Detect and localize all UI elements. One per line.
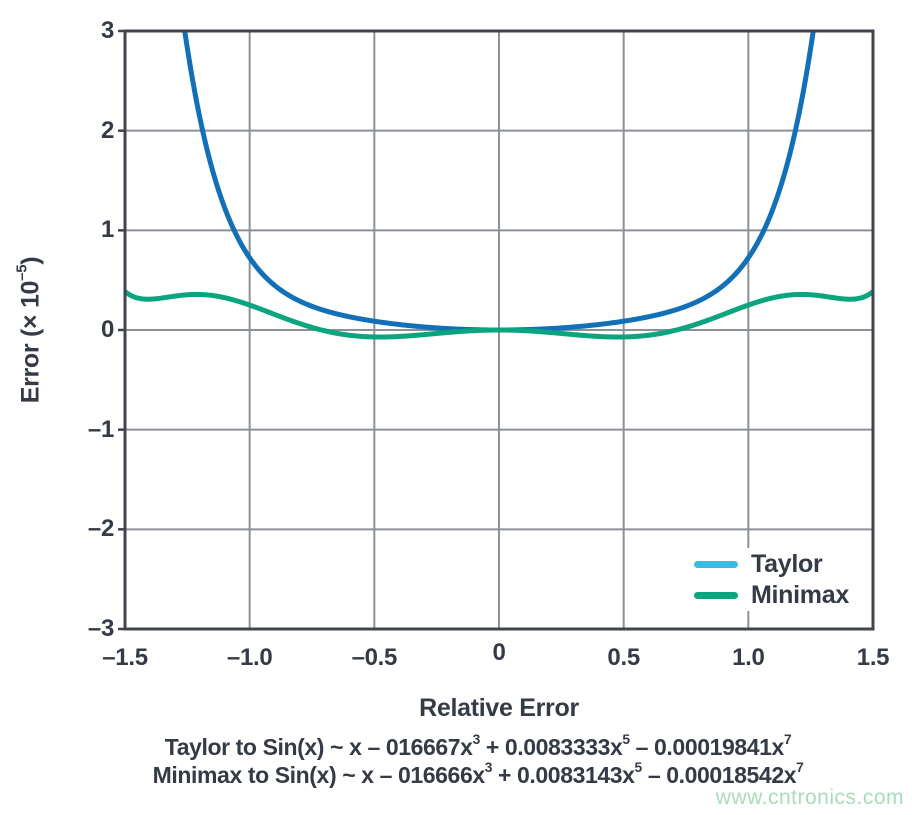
x-axis-label: Relative Error: [419, 694, 579, 722]
x-tick-label: 1.0: [732, 644, 765, 671]
caption-line-taylor: Taylor to Sin(x) ~ x – 016667x3 + 0.0083…: [164, 732, 792, 760]
x-tick-label: 0.5: [607, 644, 640, 671]
legend-item-minimax: Minimax: [686, 581, 870, 609]
x-tick-label: –1.0: [226, 644, 273, 671]
grid-lines: [125, 31, 873, 629]
legend-item-taylor: Taylor: [686, 550, 870, 578]
plot-frame: [123, 29, 875, 631]
y-tick-label: 2: [100, 116, 114, 144]
legend-label: Minimax: [751, 580, 849, 609]
x-tick-label: 1.5: [856, 644, 890, 671]
x-tick-label: 0: [492, 639, 506, 666]
y-tick-label: 1: [100, 216, 114, 244]
legend-swatch: [694, 560, 738, 568]
y-tick-label: 3: [100, 17, 114, 44]
y-tick-label: –2: [87, 515, 114, 543]
minimax-curve: [125, 289, 873, 340]
caption-line-minimax: Minimax to Sin(x) ~ x – 016666x3 + 0.008…: [152, 760, 804, 788]
legend-swatch: [694, 591, 738, 599]
axis-tick-marks: [118, 29, 124, 631]
y-tick-label: –1: [87, 415, 114, 443]
y-tick-label: 0: [100, 316, 114, 343]
curves: [125, 31, 873, 340]
y-axis-label: Error (× 10–5): [13, 256, 45, 404]
legend-label: Taylor: [751, 549, 823, 578]
x-tick-label: –1.5: [102, 644, 148, 671]
legend: Taylor Minimax: [686, 548, 870, 611]
watermark: www.cntronics.com: [715, 786, 904, 809]
x-tick-label: –0.5: [351, 644, 398, 671]
y-tick-label: –3: [87, 615, 114, 642]
caption: Taylor to Sin(x) ~ x – 016667x3 + 0.0083…: [0, 733, 912, 789]
